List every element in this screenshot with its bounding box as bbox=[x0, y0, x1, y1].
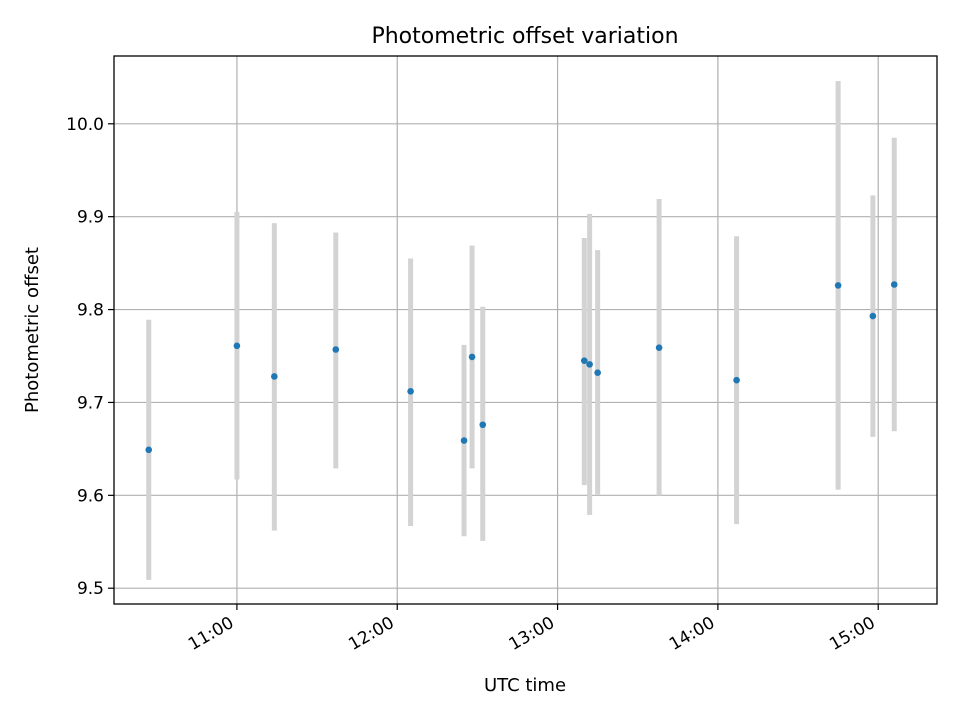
data-point bbox=[733, 376, 740, 384]
data-point bbox=[580, 357, 588, 364]
data-point bbox=[834, 282, 842, 289]
y-tick-label: 10.0 bbox=[66, 115, 104, 135]
data-point bbox=[233, 342, 241, 350]
y-tick-label: 9.9 bbox=[77, 208, 104, 228]
data-point bbox=[145, 446, 153, 454]
y-tick-label: 9.8 bbox=[77, 301, 104, 321]
plot-frame bbox=[113, 55, 938, 605]
data-point bbox=[332, 346, 340, 353]
grid-layer bbox=[114, 56, 937, 604]
data-point bbox=[594, 369, 601, 377]
chart-title: Photometric offset variation bbox=[371, 24, 678, 49]
data-point bbox=[271, 373, 278, 380]
data-point bbox=[468, 353, 476, 361]
y-tick-label: 9.7 bbox=[77, 393, 104, 413]
marker-layer bbox=[145, 281, 898, 454]
y-axis-label: Photometric offset bbox=[22, 247, 43, 413]
data-point bbox=[869, 312, 877, 320]
data-point bbox=[655, 344, 663, 351]
y-tick-label: 9.5 bbox=[77, 579, 104, 599]
data-point bbox=[479, 421, 487, 429]
data-point bbox=[890, 281, 898, 288]
data-point bbox=[586, 361, 593, 368]
data-point bbox=[407, 388, 414, 395]
y-tick-label: 9.6 bbox=[77, 486, 104, 506]
data-point bbox=[460, 437, 468, 444]
x-axis-label: UTC time bbox=[484, 675, 566, 696]
